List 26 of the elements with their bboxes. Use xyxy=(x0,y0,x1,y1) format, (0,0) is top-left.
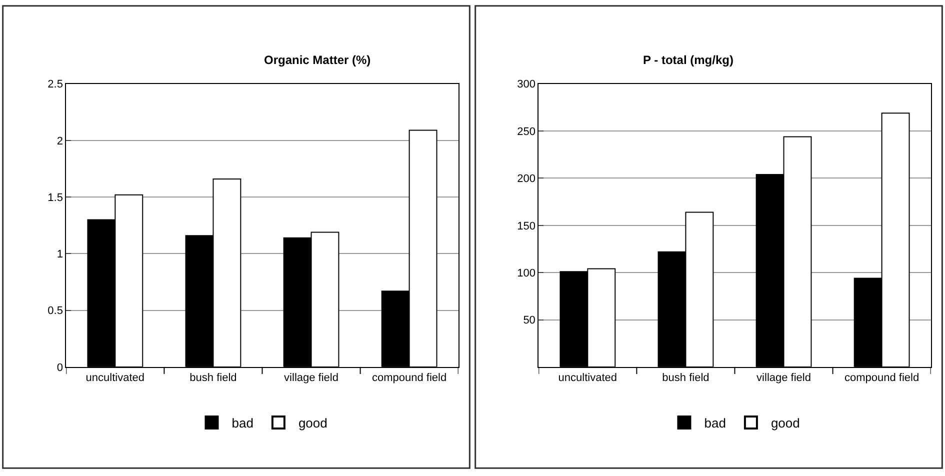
x-tick-label: compound field xyxy=(372,372,447,384)
chart-title: P - total (mg/kg) xyxy=(643,53,734,67)
y-tick-label: 200 xyxy=(517,173,536,186)
y-tick-label: 300 xyxy=(517,78,536,91)
y-tick-label: 0 xyxy=(56,362,63,374)
y-tick-label: 50 xyxy=(523,314,536,327)
x-tick-label: village field xyxy=(756,372,811,384)
y-tick-label: 250 xyxy=(517,126,536,138)
x-tick-label: bush field xyxy=(662,372,710,384)
legend-label: good xyxy=(770,416,800,431)
y-tick-label: 2 xyxy=(56,135,63,148)
y-tick-label: 100 xyxy=(517,267,536,280)
chart-title: Organic Matter (%) xyxy=(264,53,371,67)
y-tick-label: 2.5 xyxy=(48,78,63,91)
x-tick-label: village field xyxy=(284,372,338,384)
x-tick-label: uncultivated xyxy=(86,372,145,384)
legend-label: good xyxy=(298,416,328,431)
y-tick-label: 1.5 xyxy=(48,192,63,204)
legend-label: bad xyxy=(232,416,254,431)
y-tick-label: 0.5 xyxy=(48,305,63,318)
x-tick-label: compound field xyxy=(844,372,920,384)
x-tick-label: uncultivated xyxy=(558,372,618,384)
y-tick-label: 150 xyxy=(517,220,536,232)
x-tick-label: bush field xyxy=(190,372,237,384)
legend-label: bad xyxy=(704,416,726,431)
y-tick-label: 1 xyxy=(56,248,63,261)
